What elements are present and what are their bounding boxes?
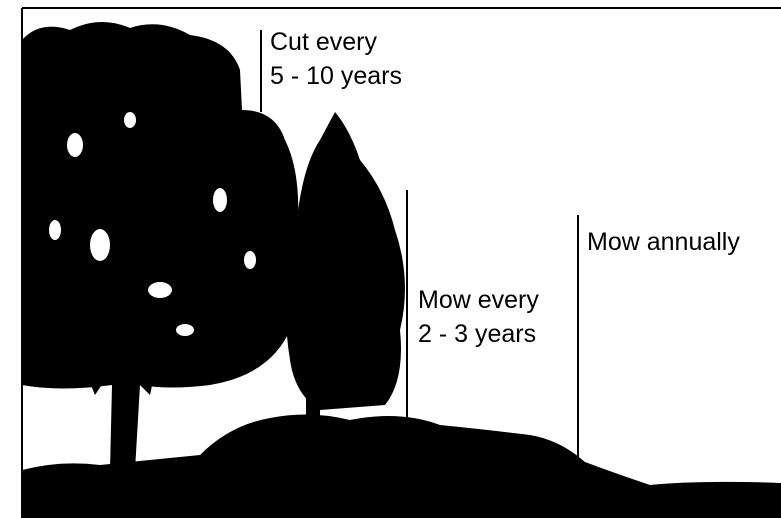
label-line: 2 - 3 years — [418, 320, 536, 348]
label-line: Mow every — [418, 286, 539, 314]
label-line: Mow annually — [587, 228, 740, 256]
illustration: Cut every 5 - 10 years Mow every 2 - 3 y… — [0, 0, 781, 518]
label-line: Cut every — [270, 28, 377, 56]
label-line: 5 - 10 years — [270, 62, 402, 90]
